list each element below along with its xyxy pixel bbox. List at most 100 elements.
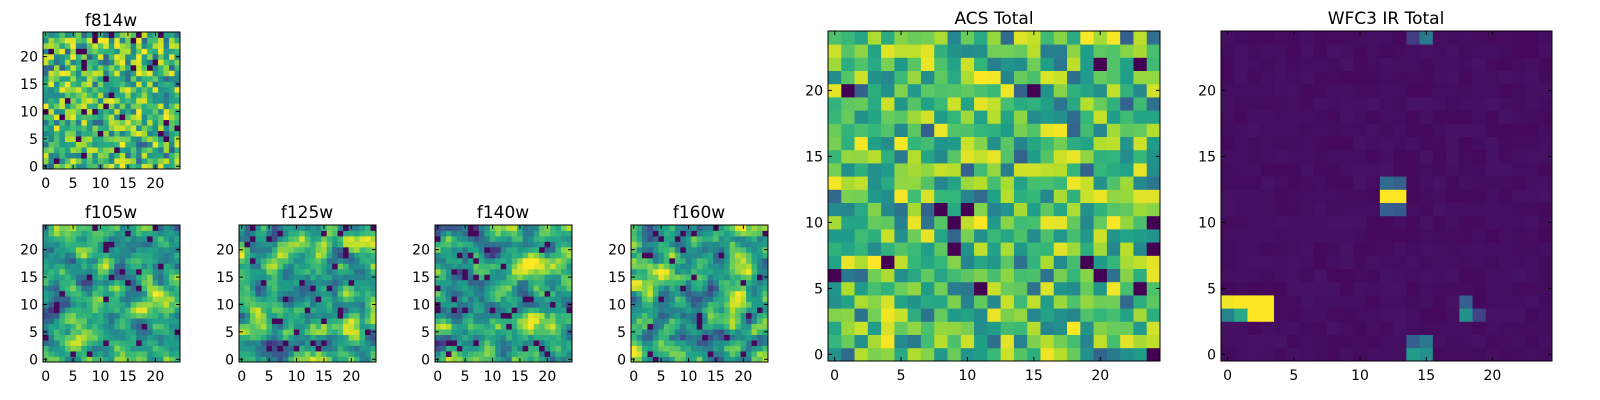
heatmap-cell [249, 290, 256, 297]
heatmap-cell [1067, 295, 1081, 309]
heatmap-cell [1146, 97, 1161, 111]
heatmap-cell [1353, 334, 1368, 349]
heatmap-cell [641, 241, 648, 248]
heatmap-cell [1040, 334, 1055, 349]
heatmap-cell [92, 235, 99, 242]
heatmap-cell [724, 290, 731, 297]
heatmap-cell [636, 351, 643, 357]
heatmap-cell [555, 290, 562, 297]
heatmap-cell [244, 296, 251, 303]
heatmap-cell [907, 255, 922, 269]
heatmap-cell [108, 285, 115, 292]
heatmap-cell [735, 252, 741, 259]
heatmap-cell [359, 351, 366, 357]
heatmap-cell [724, 323, 731, 330]
heatmap-cell [293, 312, 300, 319]
heatmap-cell [108, 235, 115, 242]
heatmap-cell [702, 268, 709, 275]
heatmap-cell [561, 252, 567, 259]
heatmap-cell [365, 323, 371, 330]
heatmap-cell [59, 301, 66, 308]
heatmap-cell [658, 257, 665, 264]
heatmap-cell [828, 136, 842, 151]
heatmap-cell [467, 241, 474, 248]
heatmap-cell [1446, 321, 1460, 335]
heatmap-cell [1432, 295, 1447, 309]
heatmap-cell [1146, 334, 1161, 349]
heatmap-cell [158, 252, 164, 259]
heatmap-cell [1313, 334, 1328, 349]
heatmap-cell [451, 257, 458, 264]
heatmap-cell [304, 235, 311, 242]
heatmap-cell [249, 356, 256, 363]
heatmap-cell [1247, 57, 1262, 71]
heatmap-cell [119, 32, 126, 38]
heatmap-cell [735, 329, 741, 335]
heatmap-cell [108, 329, 115, 335]
heatmap-cell [544, 329, 551, 335]
heatmap-cell [130, 32, 137, 38]
heatmap-cell [696, 329, 703, 335]
heatmap-cell [359, 312, 366, 319]
heatmap-cell [108, 42, 115, 49]
heatmap-cell [43, 37, 49, 44]
heatmap-cell [539, 246, 545, 253]
heatmap-cell [326, 340, 333, 346]
heatmap-cell [674, 296, 681, 303]
heatmap-cell [451, 263, 458, 270]
heatmap-cell [163, 268, 170, 275]
heatmap-cell [288, 329, 295, 335]
heatmap-cell [1080, 334, 1094, 349]
heatmap-cell [462, 307, 469, 314]
heatmap-cell [277, 318, 284, 325]
heatmap-cell [489, 268, 496, 275]
heatmap-cell [70, 230, 77, 237]
heatmap-cell [1067, 110, 1081, 124]
heatmap-cell [163, 252, 170, 259]
heatmap-cell [114, 130, 121, 137]
heatmap-cell [544, 312, 551, 319]
heatmap-cell [1485, 242, 1500, 256]
heatmap-cell [103, 70, 110, 77]
heatmap-cell [894, 347, 909, 362]
heatmap-cells-f105w [43, 225, 181, 363]
heatmap-cell [641, 307, 648, 314]
heatmap-cell [1093, 31, 1108, 45]
heatmap-cell [1273, 242, 1288, 256]
y-tick-label: 10 [805, 215, 823, 231]
heatmap-cell [119, 307, 126, 314]
heatmap-cell [288, 345, 295, 352]
heatmap-cell [751, 279, 758, 286]
heatmap-cell [647, 235, 654, 242]
heatmap-cell [1080, 215, 1094, 230]
heatmap-cell [1432, 123, 1447, 137]
heatmap-cell [718, 312, 725, 319]
heatmap-cell [81, 53, 88, 60]
heatmap-cell [48, 114, 55, 121]
heatmap-cell [1053, 149, 1068, 164]
heatmap-cell [169, 103, 175, 110]
heatmap-cell [359, 290, 366, 297]
heatmap-cell [59, 235, 66, 242]
heatmap-cell [1053, 57, 1068, 71]
heatmap-cell [53, 42, 60, 49]
heatmap-cell [348, 329, 355, 335]
heatmap-cell [158, 37, 164, 44]
heatmap-cell [70, 307, 77, 314]
heatmap-cell [92, 152, 99, 159]
heatmap-cell [1053, 189, 1068, 203]
heatmap-cell [293, 235, 300, 242]
heatmap-cell [533, 318, 540, 325]
heatmap-cell [1027, 136, 1041, 151]
heatmap-cell [669, 230, 676, 237]
heatmap-cell [326, 296, 333, 303]
heatmap-cell [522, 285, 529, 292]
heatmap-cell [533, 329, 540, 335]
heatmap-cell [125, 53, 132, 60]
heatmap-cell [43, 279, 49, 286]
heatmap-cell [1013, 110, 1028, 124]
heatmap-cell [718, 230, 725, 237]
heatmap-cell [1393, 321, 1407, 335]
heatmap-cell [70, 285, 77, 292]
heatmap-cell [735, 225, 741, 231]
